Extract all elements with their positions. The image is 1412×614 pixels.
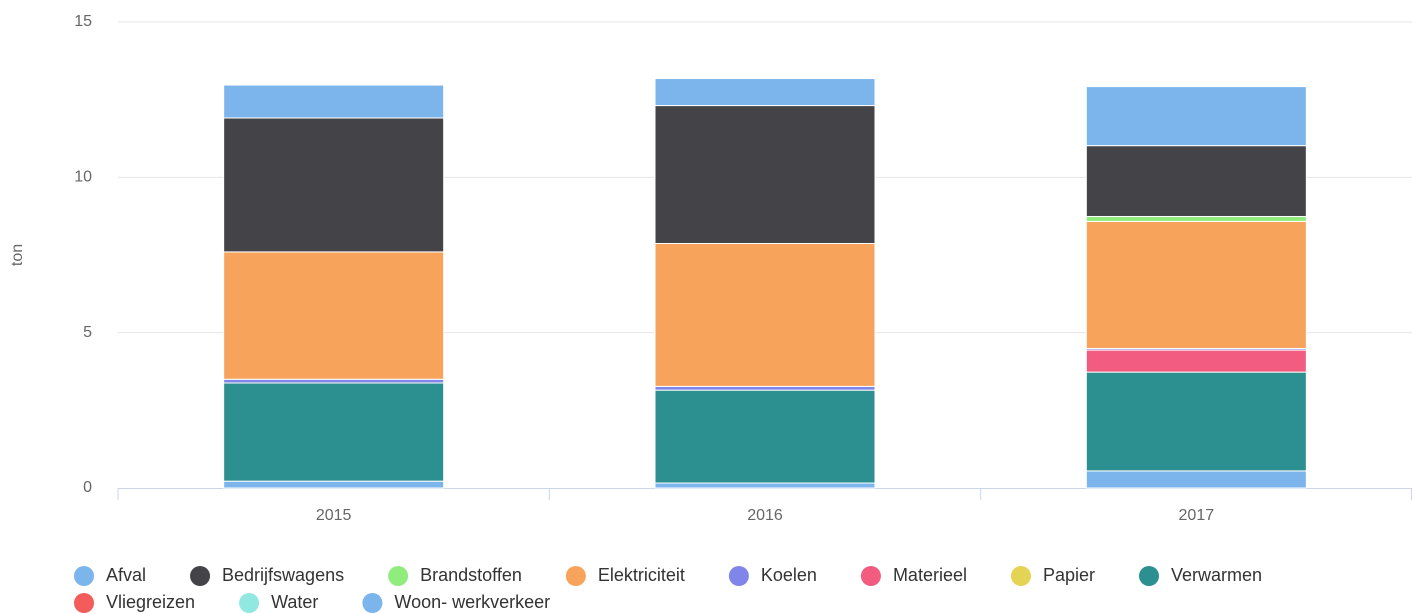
legend-marker: [1139, 566, 1159, 586]
bar-segment: [1085, 371, 1307, 472]
legend-label: Vliegreizen: [106, 592, 195, 612]
legend-marker: [1010, 566, 1031, 586]
x-tick-label: 2017: [1179, 507, 1215, 524]
legend-marker: [565, 566, 586, 586]
legend-marker: [362, 593, 383, 613]
bar-segment: [654, 78, 876, 107]
legend-label: Water: [271, 592, 318, 612]
bar-segment: [223, 84, 445, 119]
bar-segment: [654, 243, 876, 387]
bar-segment: [223, 480, 445, 489]
legend-marker: [728, 566, 749, 586]
legend-label: Verwarmen: [1171, 565, 1262, 585]
legend-marker: [74, 593, 94, 613]
bar-segment: [654, 482, 876, 489]
legend-label: Brandstoffen: [420, 565, 522, 585]
bar-segment: [223, 251, 445, 380]
legend-label: Bedrijfswagens: [222, 565, 344, 585]
y-tick-label: 10: [74, 169, 92, 186]
bar-segment: [1085, 220, 1307, 350]
bar-segment: [1085, 349, 1307, 373]
bar-segment: [1085, 215, 1307, 222]
legend-label: Woon- werkverkeer: [394, 592, 550, 612]
bar-segment: [223, 117, 445, 253]
bar-segment: [1085, 86, 1307, 147]
legend-marker: [190, 566, 211, 586]
y-tick-label: 5: [83, 324, 92, 341]
legend-label: Koelen: [761, 565, 817, 585]
x-tick-label: 2015: [316, 507, 352, 524]
bar-segment: [654, 105, 876, 245]
bar-segment: [223, 382, 445, 482]
bar-segment: [1085, 470, 1307, 489]
legend-label: Papier: [1043, 565, 1095, 585]
bar-segment: [223, 378, 445, 384]
legend-label: Afval: [106, 565, 146, 585]
bar-segment: [654, 385, 876, 391]
bar-segment: [654, 389, 876, 484]
y-tick-label: 15: [74, 13, 92, 30]
y-tick-label: 0: [83, 479, 92, 496]
legend-marker: [239, 593, 260, 613]
x-tick-label: 2016: [747, 507, 783, 524]
bar-segment: [1085, 145, 1307, 217]
legend-marker: [74, 566, 94, 586]
legend-marker: [860, 566, 881, 586]
legend-label: Materieel: [893, 565, 967, 585]
y-axis-title: ton: [9, 244, 26, 266]
legend-marker: [388, 566, 409, 586]
legend-label: Elektriciteit: [598, 565, 685, 585]
